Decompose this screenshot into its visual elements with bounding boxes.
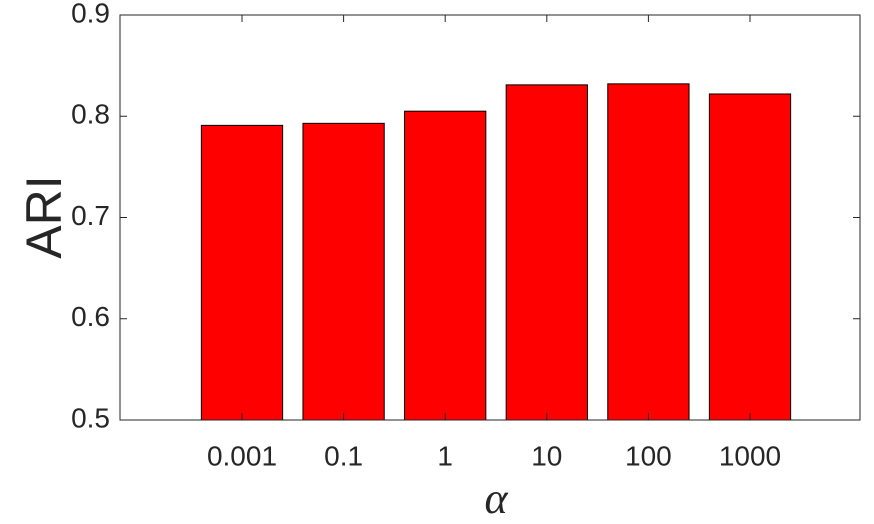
bar (302, 122, 385, 421)
x-tick-label: 10 (531, 440, 562, 471)
y-tick-label: 0.7 (71, 200, 110, 231)
plot-frame (119, 14, 861, 421)
x-tick-label: 1 (437, 440, 453, 471)
y-tick-label: 0.5 (71, 402, 110, 433)
x-tick-label: 1000 (719, 440, 781, 471)
bar (607, 83, 690, 421)
x-axis-label: α (484, 474, 508, 523)
x-tick-label: 100 (625, 440, 672, 471)
bar (200, 124, 284, 421)
x-tick-label: 0.001 (207, 440, 277, 471)
bar (404, 110, 487, 421)
y-tick-label: 0.9 (71, 0, 110, 28)
y-axis-label: ARI (16, 175, 72, 258)
y-tick-label: 0.6 (71, 301, 110, 332)
y-tick-label: 0.8 (71, 99, 110, 130)
bar (505, 84, 588, 421)
x-tick-label: 0.1 (324, 440, 363, 471)
bar (708, 93, 792, 421)
